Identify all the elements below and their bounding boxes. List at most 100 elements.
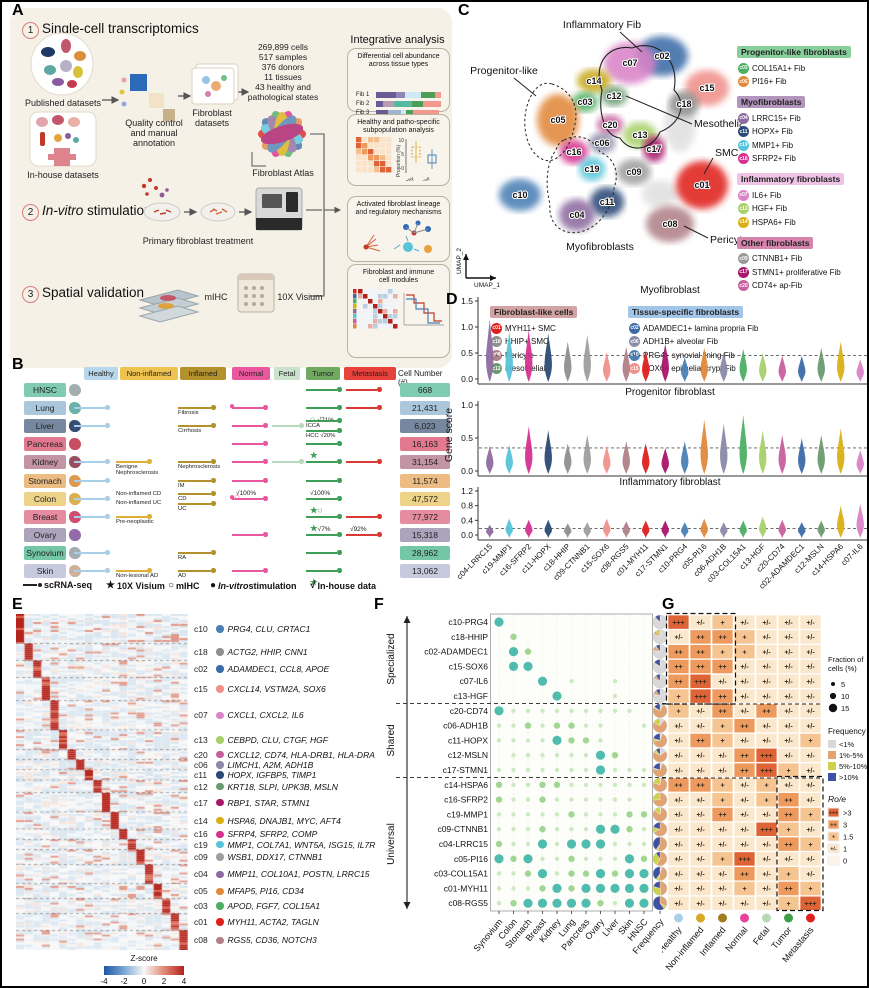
legend-section: Fibroblast-like cells c01 MYH11+ SMC c18 HHI… — [490, 302, 624, 374]
cluster-dot — [216, 782, 224, 791]
legend-header: Other fibroblasts — [737, 236, 814, 249]
svg-text:+/-: +/- — [762, 871, 771, 878]
dot-glyph — [263, 405, 268, 410]
line-glyph — [232, 425, 263, 427]
svg-text:+/-: +/- — [784, 679, 793, 686]
abundance-bar-row: Fib 3 — [356, 109, 439, 116]
umap-cluster-c17 — [643, 136, 665, 162]
svg-text:+: + — [786, 901, 790, 908]
svg-text:+/-: +/- — [674, 886, 683, 893]
dot — [595, 750, 606, 760]
dot — [554, 708, 560, 713]
svg-text:+/-: +/- — [762, 738, 771, 745]
umap-cluster-c10 — [499, 179, 541, 211]
dot — [525, 797, 531, 802]
cluster-chip: c03 — [738, 62, 749, 74]
roe-cell — [777, 688, 800, 704]
roe-cell — [711, 895, 734, 911]
svg-text:+/-: +/- — [696, 620, 705, 627]
svg-text:++: ++ — [718, 812, 726, 819]
svg-text:10: 10 — [398, 138, 404, 144]
dot — [496, 738, 502, 743]
roe-cell — [689, 718, 712, 734]
svg-text:+/-: +/- — [762, 723, 771, 730]
svg-text:+/-: +/- — [762, 664, 771, 671]
dot — [525, 841, 531, 847]
roe-cell — [689, 688, 712, 704]
workflow-graphics — [29, 32, 342, 323]
violin-c12-MSLN — [817, 520, 825, 538]
marker-genes: MMP1, COL7A1, WNT5A, ISG15, IL7R — [227, 839, 376, 850]
roe-cell — [799, 733, 822, 748]
svg-text:0.0: 0.0 — [461, 466, 473, 476]
dot — [624, 898, 635, 908]
panel-e-marker-heatmap: Z-score c10 PRG4, CLU, CRTAC1 c18 ACTG2, HH… — [10, 600, 376, 986]
dot — [610, 883, 620, 893]
legend-header: Inflammatory fibroblasts — [737, 173, 845, 185]
status-header: Metastasis — [344, 367, 396, 380]
roe-cell — [689, 614, 712, 630]
roe-cell — [733, 866, 756, 882]
svg-text:+/-: +/- — [718, 842, 727, 849]
svg-text:+/-: +/- — [784, 783, 793, 790]
violin-c07-IL6 — [856, 449, 864, 474]
violin-c13-HGF — [759, 353, 767, 382]
line-glyph — [74, 425, 105, 427]
status-header: Fetal — [274, 367, 300, 380]
umap-cluster-c01 — [676, 161, 728, 209]
svg-text:+/-: +/- — [674, 768, 683, 775]
dot-glyph — [105, 423, 110, 428]
svg-text:3: 3 — [843, 821, 847, 830]
roe-cell — [733, 792, 756, 808]
svg-text:+/-: +/- — [806, 797, 815, 804]
roe-cell — [799, 688, 822, 704]
svg-text:+++: +++ — [760, 768, 772, 775]
dot — [511, 871, 516, 876]
line-glyph — [346, 389, 377, 391]
roe-cell — [799, 644, 822, 660]
dot-glyph — [377, 405, 382, 410]
cell-count: 668 — [400, 383, 450, 397]
dot — [583, 827, 589, 832]
panel-d-label: D — [446, 291, 458, 308]
gene-list-item: c15 CXCL14, VSTM2A, SOX6 — [194, 684, 326, 695]
line-glyph — [232, 461, 263, 463]
dot — [496, 723, 502, 728]
line-glyph — [272, 425, 299, 427]
cluster-dot — [216, 853, 224, 861]
svg-text:+: + — [676, 694, 680, 701]
dot — [510, 855, 517, 862]
line-label: Non-lesional AD — [116, 573, 159, 579]
cluster-chip: c18 — [491, 336, 502, 347]
dot — [552, 735, 562, 745]
stat-line: 43 healthy and pathological states — [247, 82, 319, 102]
svg-text:10: 10 — [841, 692, 849, 701]
violin-c18-HHIP — [564, 443, 572, 474]
svg-text:+/-: +/- — [806, 783, 815, 790]
fibroblast-atlas-label: Fibroblast Atlas — [252, 168, 314, 178]
dot — [595, 765, 606, 775]
roe-cell — [755, 718, 778, 734]
dot-glyph — [211, 501, 216, 506]
dot-glyph — [337, 387, 342, 392]
below-note: ★ — [310, 577, 318, 587]
marker-genes: KRT18, SLPI, UPK3B, MSLN — [227, 781, 338, 792]
dot — [598, 708, 603, 713]
organ-chip: Lung — [24, 401, 66, 415]
dot — [569, 827, 574, 832]
svg-text:+: + — [676, 709, 680, 716]
roe-cell — [733, 747, 756, 763]
stat-line: 269,899 cells — [257, 42, 309, 52]
dot-glyph — [299, 423, 304, 428]
violin-c08-RGS5 — [622, 521, 630, 538]
line-label: Benigne — [116, 464, 138, 470]
svg-text:+/-: +/- — [740, 783, 749, 790]
dot — [595, 839, 606, 849]
dot — [583, 708, 589, 713]
svg-text:1.5: 1.5 — [461, 296, 473, 306]
dot-glyph — [337, 532, 342, 537]
svg-text:+/-: +/- — [696, 723, 705, 730]
below-note: ★√7% — [310, 523, 331, 533]
svg-text:+: + — [742, 649, 746, 656]
svg-text:>3: >3 — [843, 809, 852, 818]
